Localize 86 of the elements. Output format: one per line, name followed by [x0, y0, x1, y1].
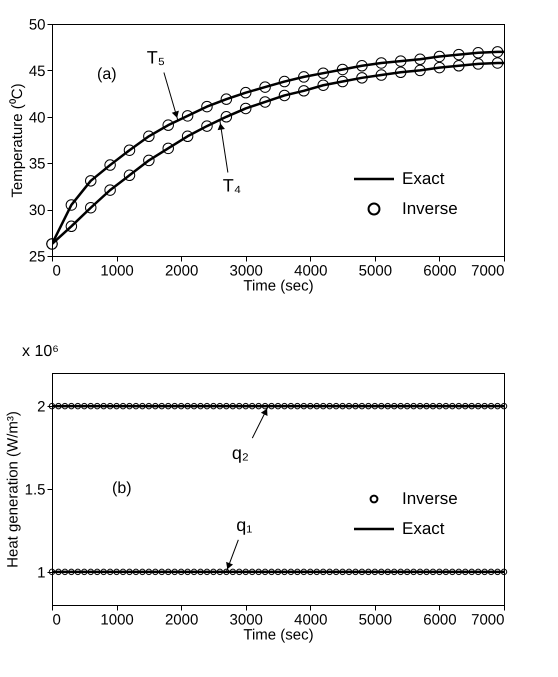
x-tick-label: 3000: [230, 262, 263, 280]
annotation: (a): [97, 66, 117, 83]
point: [453, 48, 465, 60]
x-tick-label: 7000: [471, 262, 504, 280]
point: [317, 80, 329, 91]
point: [66, 220, 78, 232]
y-tick-label: 2: [37, 398, 46, 416]
x-tick-label: 6000: [423, 262, 457, 280]
point: [453, 60, 465, 72]
point: [124, 144, 136, 156]
point: [376, 57, 388, 69]
point: [201, 100, 213, 112]
legend-label: Exact: [402, 169, 445, 188]
point: [394, 55, 406, 67]
point: [104, 159, 116, 171]
point: [182, 130, 194, 142]
x-tick-label: 4000: [294, 262, 328, 280]
point: [336, 64, 348, 76]
point: [317, 67, 329, 79]
x-axis-title: Time (sec): [243, 626, 314, 644]
point: [394, 66, 406, 78]
point: [66, 199, 78, 211]
annotation: T₅: [146, 48, 166, 68]
x-tick-label: 3000: [230, 612, 263, 628]
x-tick-label: 4000: [294, 612, 328, 628]
x-axis-title: Time (sec): [243, 278, 314, 294]
annotation: q₁: [236, 514, 252, 535]
point: [220, 111, 232, 123]
point: [278, 90, 290, 102]
point: [143, 130, 155, 142]
x-tick-label: 2000: [164, 612, 198, 628]
y-tick-label: 45: [28, 62, 46, 80]
legend-label: Inverse: [402, 489, 458, 508]
legend-label: Exact: [402, 519, 445, 538]
y-tick-label: 30: [28, 202, 46, 220]
x-tick-label: 5000: [358, 612, 392, 628]
point: [298, 71, 310, 83]
point: [414, 54, 426, 65]
x-tick-label: 1000: [100, 612, 134, 628]
y-tick-label: 40: [28, 109, 46, 126]
x-tick-label: 7000: [471, 612, 504, 628]
point: [298, 85, 310, 97]
point: [492, 46, 504, 58]
point: [240, 86, 252, 98]
x-tick-label: 5000: [358, 262, 392, 280]
y-axis-title: Temperature (⁰C): [8, 83, 26, 198]
point: [356, 72, 368, 84]
y-tick-label: 35: [28, 156, 46, 173]
point: [472, 58, 484, 70]
point: [201, 120, 213, 132]
point: [240, 102, 252, 114]
x-tick-label: 6000: [423, 612, 457, 628]
x-tick-label: 1000: [100, 262, 134, 280]
point: [492, 57, 504, 69]
point: [259, 96, 271, 108]
y-tick-label: 1.5: [24, 482, 46, 498]
point: [182, 110, 194, 122]
point: [434, 62, 446, 74]
point: [472, 47, 484, 58]
annotation: T₄: [222, 176, 242, 196]
point: [85, 175, 96, 187]
point: [278, 76, 290, 88]
y-axis-title: Heat generation (W/m³): [4, 411, 22, 568]
point: [124, 170, 136, 181]
point: [162, 142, 174, 154]
point: [259, 81, 271, 93]
point: [143, 154, 155, 166]
point: [376, 69, 388, 81]
point: [434, 50, 446, 62]
y-tick-label: 1: [37, 564, 46, 582]
annotation: (b): [112, 480, 132, 497]
text: x 10⁶: [22, 343, 59, 360]
x-tick-label: 0: [52, 612, 61, 628]
point: [414, 64, 426, 76]
x-tick-label: 0: [52, 262, 61, 280]
legend-label: Inverse: [402, 199, 458, 218]
annotation: q₂: [232, 443, 249, 464]
point: [85, 202, 96, 214]
x-tick-label: 2000: [164, 262, 198, 280]
point: [104, 184, 116, 196]
point: [220, 93, 232, 105]
y-tick-label: 50: [28, 16, 46, 34]
point: [336, 76, 348, 88]
point: [356, 60, 368, 72]
point: [162, 119, 174, 131]
y-tick-label: 25: [28, 248, 46, 266]
